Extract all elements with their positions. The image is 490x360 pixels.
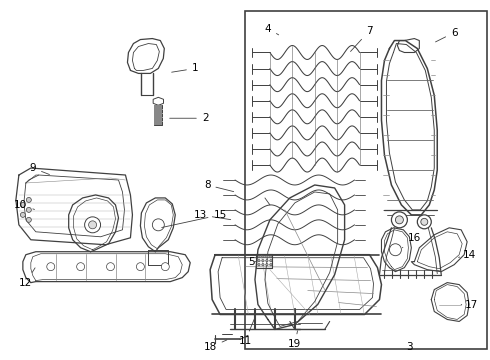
Circle shape <box>258 256 260 258</box>
Text: 12: 12 <box>19 268 35 288</box>
Circle shape <box>270 260 272 262</box>
Circle shape <box>161 263 169 271</box>
Text: 8: 8 <box>204 180 234 192</box>
Text: 1: 1 <box>172 63 198 73</box>
Circle shape <box>392 212 407 228</box>
Bar <box>245 12 487 348</box>
Text: 4: 4 <box>265 24 279 35</box>
Circle shape <box>258 264 260 266</box>
Circle shape <box>85 217 100 233</box>
Circle shape <box>106 263 115 271</box>
Text: 5: 5 <box>248 257 257 267</box>
Circle shape <box>266 256 268 258</box>
Text: 10: 10 <box>14 200 34 210</box>
Circle shape <box>390 244 401 256</box>
Circle shape <box>270 256 272 258</box>
Text: 15: 15 <box>162 210 227 228</box>
Text: 3: 3 <box>406 342 413 352</box>
Circle shape <box>395 216 403 224</box>
Text: 13: 13 <box>194 210 231 220</box>
Text: 16: 16 <box>402 233 421 248</box>
Circle shape <box>89 221 97 229</box>
Circle shape <box>266 260 268 262</box>
Circle shape <box>421 219 428 225</box>
Circle shape <box>417 215 431 229</box>
Text: 18: 18 <box>203 340 227 352</box>
Text: 11: 11 <box>238 319 254 346</box>
Text: 14: 14 <box>459 250 476 260</box>
Circle shape <box>26 197 31 202</box>
Text: 6: 6 <box>436 28 458 42</box>
Circle shape <box>262 256 264 258</box>
Circle shape <box>21 202 25 207</box>
Circle shape <box>26 217 31 222</box>
Circle shape <box>262 264 264 266</box>
Circle shape <box>26 207 31 212</box>
Text: 7: 7 <box>350 26 373 51</box>
Circle shape <box>76 263 85 271</box>
Circle shape <box>258 260 260 262</box>
Circle shape <box>152 219 164 231</box>
Circle shape <box>21 212 25 217</box>
Text: 17: 17 <box>461 300 478 310</box>
Circle shape <box>47 263 55 271</box>
Circle shape <box>270 264 272 266</box>
Circle shape <box>266 264 268 266</box>
Bar <box>154 105 162 125</box>
Circle shape <box>136 263 145 271</box>
Text: 9: 9 <box>29 163 49 175</box>
Text: 19: 19 <box>288 331 301 349</box>
Text: 2: 2 <box>170 113 208 123</box>
Circle shape <box>262 260 264 262</box>
